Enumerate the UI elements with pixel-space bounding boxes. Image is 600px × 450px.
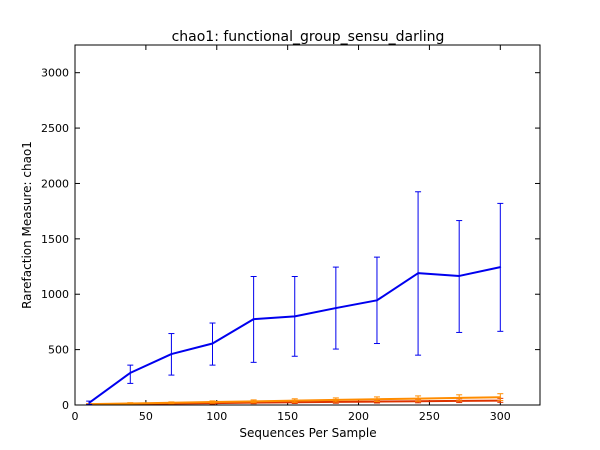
x-axis-label: Sequences Per Sample: [239, 426, 376, 440]
y-tick-label: 2000: [41, 177, 69, 190]
x-tick-label: 250: [419, 410, 440, 423]
data-point: [458, 275, 460, 277]
x-tick-label: 0: [72, 410, 79, 423]
x-tick-label: 50: [139, 410, 153, 423]
x-tick-label: 200: [348, 410, 369, 423]
data-point: [88, 401, 90, 404]
data-point: [499, 396, 502, 399]
chart-title: chao1: functional_group_sensu_darling: [172, 29, 445, 45]
data-point: [499, 266, 502, 268]
y-tick-label: 1000: [41, 288, 69, 301]
data-point: [129, 372, 132, 374]
y-axis-label: Rarefaction Measure: chao1: [20, 141, 34, 309]
plot-area: 0 50 100 150 200 250 3000500100015002000250030…: [41, 44, 541, 423]
y-tick-label: 500: [48, 344, 69, 357]
data-point: [170, 401, 173, 404]
y-tick-label: 1500: [41, 233, 69, 246]
x-tick-label: 300: [490, 410, 511, 423]
data-point: [458, 397, 460, 399]
x-tick-label: 150: [277, 410, 298, 423]
data-point: [335, 307, 337, 309]
data-point: [417, 397, 419, 400]
data-point: [417, 272, 419, 274]
data-point: [211, 401, 214, 403]
y-tick-label: 2500: [41, 122, 69, 135]
data-point: [376, 299, 378, 302]
data-point: [335, 399, 337, 401]
plot-frame: [74, 44, 541, 406]
data-point: [293, 399, 296, 402]
data-point: [129, 402, 132, 405]
y-tick-label: 3000: [41, 67, 69, 80]
data-point: [376, 398, 378, 401]
data-point: [211, 342, 214, 345]
y-tick-label: 0: [62, 399, 69, 412]
data-point: [170, 353, 173, 355]
data-point: [293, 315, 296, 318]
x-tick-label: 100: [206, 410, 227, 423]
data-point: [252, 400, 255, 403]
data-point: [252, 318, 255, 320]
